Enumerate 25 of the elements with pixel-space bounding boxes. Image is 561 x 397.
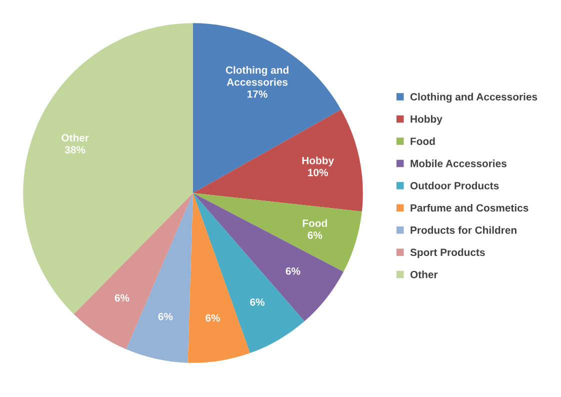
data-label: 6%: [206, 314, 220, 322]
data-label: 6%: [250, 298, 265, 306]
data-label: 6%: [114, 294, 130, 302]
data-label: Food 6%: [302, 219, 327, 239]
data-label: Clothing and Accessories 17%: [226, 66, 288, 98]
data-label: Other 38%: [62, 134, 89, 154]
pie-slice: [188, 193, 250, 363]
legend-label: Products for Children: [410, 226, 516, 234]
pie-slice: [74, 193, 193, 350]
legend-label: Mobile Accessories: [410, 160, 506, 168]
legend-label: Hobby: [410, 115, 442, 125]
pie-slice: [193, 193, 344, 322]
data-label: Hobby 10%: [302, 156, 334, 176]
legend-label: Outdoor Products: [410, 182, 499, 190]
pie-slice: [193, 193, 304, 354]
legend-label: Other: [410, 270, 438, 278]
pie-slice: [23, 23, 193, 314]
pie-slice: [193, 23, 342, 193]
data-label: 6%: [286, 267, 300, 275]
data-label: 6%: [158, 312, 173, 320]
legend-label: Food: [410, 137, 435, 145]
legend-label: Parfume and Cosmetics: [410, 204, 528, 212]
legend-label: Sport Products: [410, 248, 485, 258]
pie-slice: [193, 110, 363, 212]
legend-label: Clothing and Accessories: [410, 92, 538, 103]
